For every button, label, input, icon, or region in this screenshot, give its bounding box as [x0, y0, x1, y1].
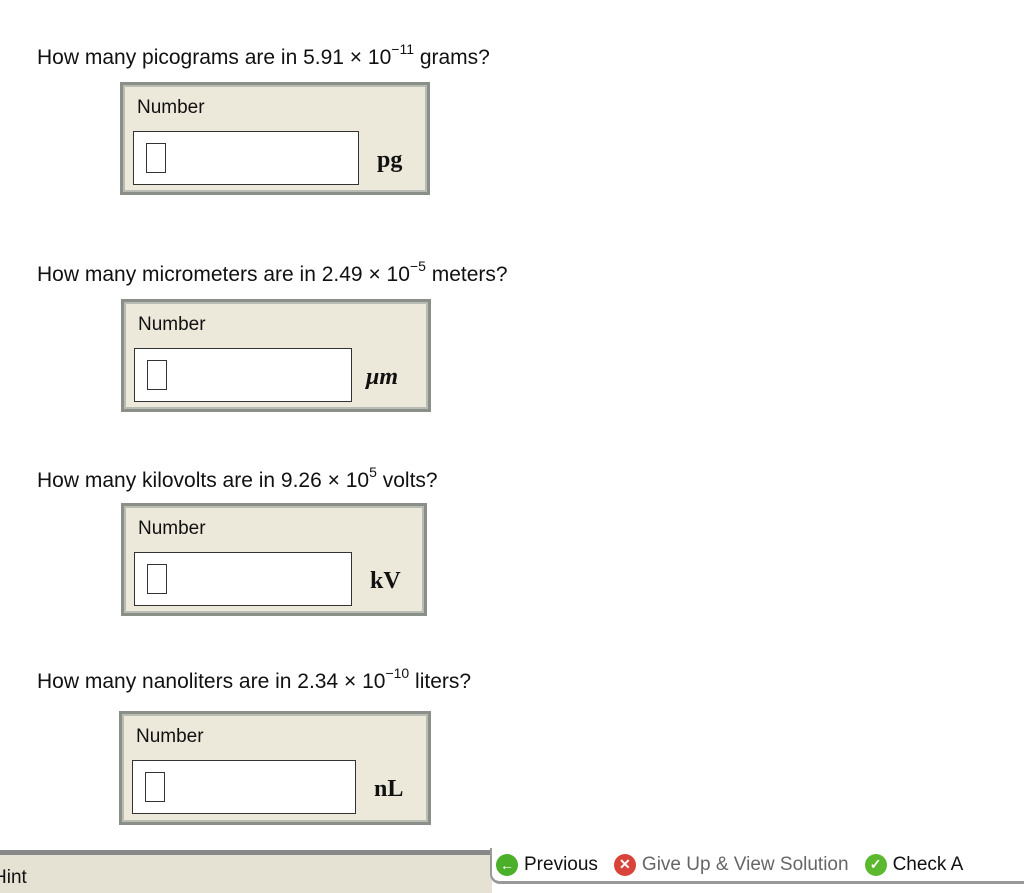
- unit-label: μm: [366, 364, 399, 390]
- unit-label: pg: [377, 147, 403, 173]
- question-text: How many micrometers are in 2.49 × 10−5 …: [37, 258, 508, 286]
- answer-input[interactable]: [134, 552, 352, 606]
- footer-bar: Hint ← Previous ✕Give Up & View Solution …: [0, 848, 1024, 893]
- number-label: Number: [136, 726, 204, 747]
- check-circle-icon: ✓: [864, 853, 887, 876]
- hint-label: Hint: [0, 867, 27, 888]
- previous-button[interactable]: ← Previous: [496, 853, 598, 876]
- give-up-label: Give Up & View Solution: [641, 853, 849, 875]
- unit-label: nL: [374, 776, 404, 802]
- check-label: Check A: [892, 853, 964, 875]
- unit-label: kV: [370, 568, 401, 594]
- close-circle-icon: ✕: [613, 853, 636, 876]
- cursor-box: [147, 564, 167, 594]
- previous-label: Previous: [524, 853, 598, 875]
- cursor-box: [147, 360, 167, 390]
- answer-input[interactable]: [132, 760, 356, 814]
- answer-box: Number kV: [121, 503, 427, 616]
- check-answer-button[interactable]: ✓ Check A: [864, 853, 964, 876]
- give-up-button[interactable]: ✕ Give Up & View Solution: [613, 853, 849, 876]
- answer-box: Number pg: [120, 82, 430, 195]
- answer-input[interactable]: [133, 131, 359, 185]
- arrow-left-icon: ←: [496, 853, 518, 876]
- answer-box: Number nL: [119, 711, 431, 825]
- hint-tab[interactable]: Hint: [0, 850, 492, 893]
- cursor-box: [146, 143, 166, 173]
- number-label: Number: [137, 97, 205, 118]
- question-text: How many kilovolts are in 9.26 × 105 vol…: [37, 464, 438, 492]
- question-text: How many picograms are in 5.91 × 10−11 g…: [37, 41, 490, 69]
- number-label: Number: [138, 518, 206, 539]
- number-label: Number: [138, 314, 206, 335]
- action-buttons: ← Previous ✕ Give Up & View Solution ✓ Chec…: [490, 848, 1024, 884]
- question-text: How many nanoliters are in 2.34 × 10−10 …: [37, 665, 472, 693]
- cursor-box: [145, 772, 165, 802]
- answer-box: Number μm: [121, 299, 431, 412]
- answer-input[interactable]: [134, 348, 352, 402]
